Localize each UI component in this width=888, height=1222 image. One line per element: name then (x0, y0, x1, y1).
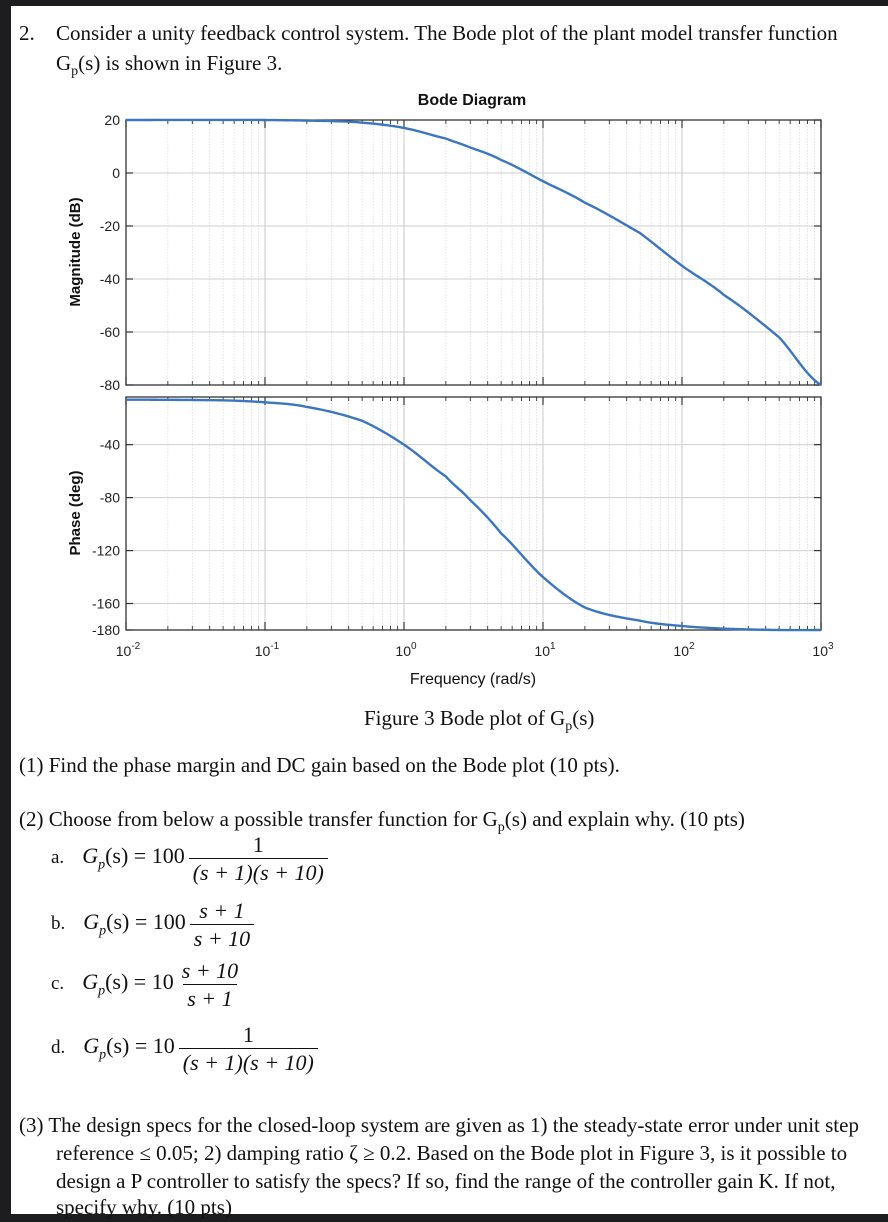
option-c: c. Gp(s) = 10 s + 10 s + 1 (51, 958, 239, 1011)
magnitude-ytick-label: -20 (100, 218, 120, 234)
x-tick-label: 10-2 (116, 641, 141, 659)
question-3-line2: reference ≤ 0.05; 2) damping ratio ζ ≥ 0… (56, 1141, 848, 1165)
problem-number: 2. (19, 21, 35, 45)
x-tick-label: 103 (812, 641, 834, 659)
phase-ytick-label: -40 (100, 437, 120, 453)
question-3-line3: design a P controller to satisfy the spe… (56, 1169, 836, 1193)
phase-axes-box (125, 396, 822, 631)
chart-title: Bode Diagram (418, 92, 526, 109)
question-1: (1) Find the phase margin and DC gain ba… (19, 753, 620, 777)
magnitude-ytick-label: 20 (104, 112, 120, 128)
question-2: (2) Choose from below a possible transfe… (19, 807, 745, 836)
problem-page: 2. Consider a unity feedback control sys… (11, 6, 888, 1219)
magnitude-ytick-label: 0 (112, 165, 120, 181)
problem-intro-line1: Consider a unity feedback control system… (56, 21, 838, 45)
bode-diagram: Bode Diagram 20 0 -20 -40 -60 -80 -40 -80 -120 -1… (67, 92, 834, 688)
x-tick-label: 100 (395, 641, 417, 659)
x-tick-label: 101 (534, 641, 556, 659)
magnitude-axes-box (125, 119, 822, 386)
magnitude-ytick-label: -40 (100, 271, 120, 287)
x-tick-label: 10-1 (255, 641, 280, 659)
figure-caption: Figure 3 Bode plot of Gp(s) (364, 706, 595, 735)
magnitude-ytick-label: -60 (100, 324, 120, 340)
x-tick-label: 102 (673, 641, 695, 659)
phase-ytick-label: -80 (100, 490, 120, 506)
phase-axis-label: Phase (deg) (67, 470, 84, 555)
phase-ytick-label: -180 (92, 622, 120, 638)
problem-intro-line2: Gp(s) is shown in Figure 3. (56, 51, 283, 80)
magnitude-axis-label: Magnitude (dB) (67, 197, 84, 306)
phase-ytick-label: -160 (92, 596, 120, 612)
magnitude-series-line (126, 118, 822, 387)
phase-ytick-label: -120 (92, 543, 120, 559)
phase-series-line (125, 398, 821, 632)
option-a: a. Gp(s) = 100 1 (s + 1)(s + 10) (51, 832, 328, 887)
option-d: d. Gp(s) = 10 1 (s + 1)(s + 10) (51, 1022, 318, 1077)
question-3-line1: (3) The design specs for the closed-loop… (19, 1113, 859, 1137)
magnitude-ytick-label: -80 (100, 377, 120, 393)
question-3-line4: specify why. (10 pts) (56, 1195, 232, 1219)
frequency-axis-label: Frequency (rad/s) (410, 671, 536, 688)
